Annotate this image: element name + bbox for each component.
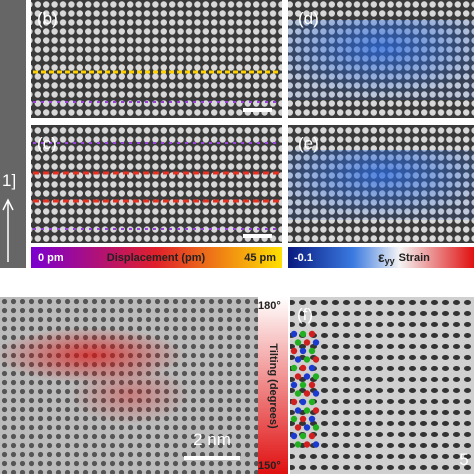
image-c [31,125,282,243]
atom [299,330,307,338]
symbol: ε [378,249,385,265]
colorbar-min: 150° [258,460,281,472]
tilt-overlay [70,365,190,425]
atom [290,330,298,338]
atom [312,424,320,431]
atom [308,364,316,372]
atom [303,390,311,397]
strain-overlay [288,20,474,100]
scale-label: 2 nm [193,430,231,449]
atom [294,339,302,346]
atom [312,441,320,448]
panel-label: (d) [298,9,319,28]
arrow [2,198,14,262]
page-number: 5 [459,450,468,469]
atom [299,364,307,372]
atom [308,330,316,338]
atom [308,415,316,423]
colorbar-max: 45 pm [244,252,276,264]
atom [294,356,302,363]
atom [308,347,316,355]
title: Strain [399,252,430,264]
colorbar [288,247,474,268]
atom [312,390,320,397]
atom [303,339,311,346]
atom [294,424,302,431]
atom [303,441,311,448]
atom [294,373,302,380]
atom [303,407,311,414]
atom [312,356,320,363]
atom [299,432,307,440]
atom [312,373,320,380]
panel-label: (e) [298,134,319,153]
atom [308,432,316,440]
atom [290,381,298,389]
image-b [31,0,282,118]
atom [303,424,311,431]
atom [299,347,307,355]
atom [299,415,307,423]
atom [294,407,302,414]
atom [290,432,298,440]
colorbar-max: 180° [258,300,281,312]
atom [290,398,298,406]
colorbar-title: Displacement (pm) [107,252,206,264]
atom [312,339,320,346]
atom [303,356,311,363]
atom [290,364,298,372]
atom [290,347,298,355]
colorbar-min: 0 pm [38,252,64,264]
atom [299,381,307,389]
atom [303,373,311,380]
colorbar-title: εyy Strain [378,249,430,267]
atom [294,441,302,448]
atom [290,415,298,423]
atom [308,398,316,406]
colorbar [258,297,288,474]
panel-label: (c) [37,134,57,153]
axis-label: 1] [2,171,16,190]
strain-overlay [288,150,474,220]
colorbar-title: Tilting (degrees) [267,343,279,429]
panel-label: (b) [37,9,58,28]
atom [299,398,307,406]
colorbar-min: -0.1 [294,252,313,264]
image-f [290,297,474,474]
atom [294,390,302,397]
atom [312,407,320,414]
panel-label: (f) [297,305,313,324]
subscript: yy [385,256,395,266]
atom [308,381,316,389]
colorbar [31,247,282,268]
atom-model [290,330,320,448]
left-strip [0,0,26,268]
